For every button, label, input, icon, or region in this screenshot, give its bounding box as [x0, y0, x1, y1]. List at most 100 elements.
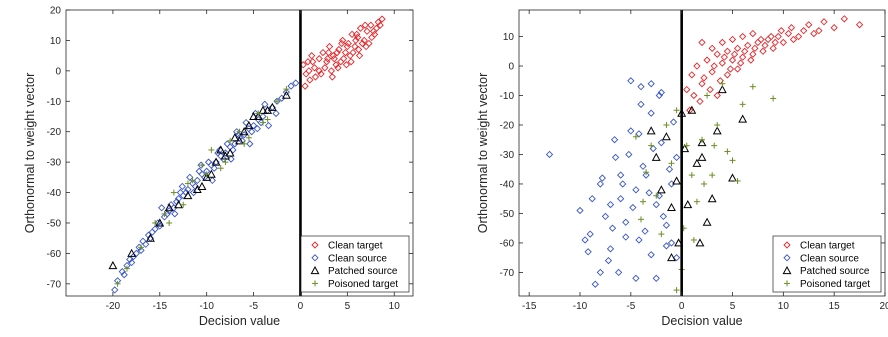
data-point [330, 55, 338, 63]
data-point [301, 82, 309, 90]
data-point [369, 27, 378, 35]
data-point [319, 48, 327, 57]
data-point [352, 36, 360, 45]
data-point [267, 102, 277, 111]
data-point [376, 21, 384, 29]
data-point [739, 53, 747, 61]
data-point [658, 231, 665, 238]
data-point [586, 230, 594, 238]
data-point [584, 248, 592, 256]
y-tick-label: -20 [47, 127, 62, 138]
data-point [683, 199, 693, 209]
legend-box [300, 235, 410, 293]
data-point [647, 109, 655, 117]
data-point [668, 160, 675, 167]
y-tick-label: -70 [500, 268, 515, 279]
data-point [718, 59, 726, 67]
data-point [132, 249, 140, 258]
data-point [240, 131, 248, 139]
data-point [657, 139, 665, 147]
data-point [698, 38, 706, 47]
data-point [736, 59, 745, 67]
data-point [661, 132, 671, 141]
data-point [747, 56, 755, 64]
data-point [642, 171, 650, 179]
data-point [728, 56, 737, 64]
data-point [242, 118, 250, 127]
data-point [641, 227, 649, 235]
data-point [663, 121, 670, 128]
data-point [830, 24, 838, 32]
data-point [751, 44, 759, 52]
data-point [655, 91, 663, 100]
data-point [734, 178, 741, 185]
legend-label: Patched source [800, 266, 870, 277]
data-point [315, 55, 323, 63]
data-point [197, 181, 207, 190]
data-point [348, 30, 356, 38]
data-point [665, 165, 674, 173]
y-axis-label: Orthonormal to weight vector [23, 73, 37, 234]
data-point [667, 202, 676, 212]
data-point [361, 21, 369, 29]
data-point [214, 149, 222, 157]
data-point [253, 125, 261, 133]
data-point [126, 255, 134, 264]
x-tick-label: 0 [298, 301, 304, 312]
data-point [700, 74, 708, 82]
y-tick-label: 10 [50, 36, 62, 47]
data-point [581, 236, 589, 244]
data-point [360, 36, 368, 45]
data-point [719, 80, 726, 87]
data-point [749, 50, 757, 58]
data-point [274, 98, 281, 105]
legend-label: Clean target [328, 241, 383, 252]
data-point [317, 70, 325, 78]
data-point [163, 210, 171, 218]
data-point [158, 204, 166, 212]
data-point [180, 201, 187, 208]
data-point [576, 206, 584, 215]
data-point [640, 198, 647, 205]
data-point [652, 200, 660, 209]
data-point [164, 203, 174, 212]
x-tick-label: -10 [199, 301, 214, 312]
data-point [118, 268, 126, 276]
legend-box [772, 235, 882, 293]
data-point [688, 172, 695, 179]
data-point [692, 158, 702, 167]
data-point [627, 77, 635, 85]
data-point [610, 136, 619, 144]
data-point [706, 85, 714, 94]
x-tick-label: 10 [389, 301, 401, 312]
data-point [217, 165, 224, 172]
data-point [108, 260, 118, 270]
data-point [344, 39, 352, 48]
data-point [591, 280, 599, 288]
data-point [683, 142, 690, 149]
data-point [702, 217, 712, 226]
data-point [339, 55, 348, 63]
data-point [820, 18, 828, 26]
data-point [327, 67, 336, 75]
data-point [647, 251, 655, 259]
data-point [193, 176, 201, 185]
data-point [695, 238, 705, 247]
data-point [341, 48, 350, 57]
data-point [713, 50, 721, 58]
data-point [203, 171, 210, 178]
data-point [662, 242, 671, 250]
data-point [617, 171, 625, 179]
data-point [710, 62, 718, 70]
data-point [222, 159, 229, 166]
data-point [733, 44, 742, 52]
data-point [723, 47, 732, 55]
series-clean-target [299, 15, 386, 90]
legend-marker [312, 280, 318, 287]
data-point [253, 111, 263, 120]
data-point [334, 64, 342, 72]
data-point [171, 210, 179, 218]
data-point [789, 35, 798, 44]
data-point [311, 73, 320, 81]
data-point [759, 47, 767, 55]
